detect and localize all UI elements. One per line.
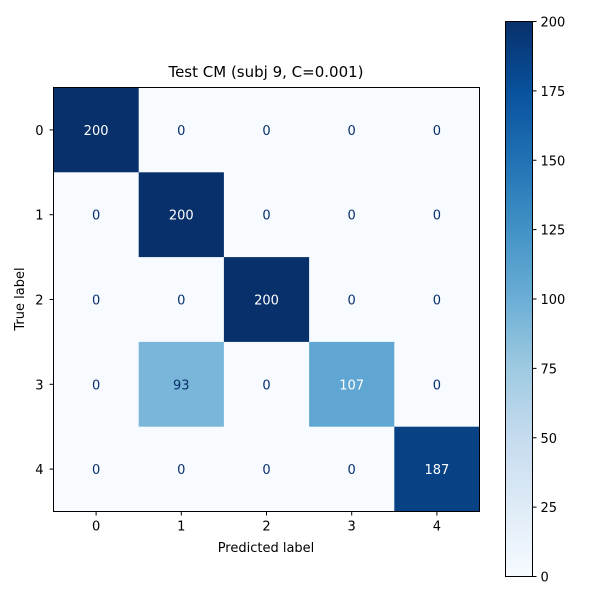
colorbar-tick-label: 150: [541, 154, 566, 169]
cell-value-label: 0: [262, 209, 270, 224]
heatmap-cell: [138, 172, 225, 258]
heatmap-cell: [223, 257, 310, 343]
cell-value-label: 0: [177, 124, 185, 139]
heatmap-cell: [223, 172, 310, 258]
cell-value-label: 0: [92, 294, 100, 309]
heatmap-cell: [223, 426, 310, 512]
heatmap-cell: [53, 87, 140, 173]
x-axis-label: Predicted label: [218, 541, 315, 556]
heatmap-cell: [309, 257, 395, 343]
cell-value-label: 0: [348, 209, 356, 224]
cell-value-label: 0: [177, 294, 185, 309]
cell-value-label: 0: [262, 378, 270, 393]
heatmap-cell: [53, 341, 140, 428]
colorbar: [505, 21, 533, 577]
colorbar-tick-label: 100: [541, 293, 566, 308]
y-axis-ticks: 0 1 2 3 4: [35, 124, 54, 478]
colorbar-tick-label: 200: [541, 16, 566, 31]
heatmap-cells: [53, 87, 480, 512]
cell-value-label: 200: [254, 294, 279, 309]
cell-value-label: 93: [173, 378, 190, 393]
chart-title: Test CM (subj 9, C=0.001): [167, 63, 363, 81]
heatmap-cell: [138, 426, 225, 512]
heatmap-cell: [394, 257, 480, 343]
colorbar-tick-label: 175: [541, 85, 566, 100]
heatmap-cell: [138, 341, 225, 428]
heatmap-cell: [309, 87, 395, 173]
cell-value-label: 0: [92, 463, 100, 478]
heatmap-cell: [53, 172, 140, 258]
x-tick-label: 0: [92, 520, 100, 535]
heatmap-cell: [394, 341, 480, 428]
cell-value-label: 0: [348, 124, 356, 139]
cell-value-label: 200: [169, 209, 194, 224]
x-axis-ticks: 0 1 2 3 4: [92, 511, 441, 535]
heatmap-cell: [309, 172, 395, 258]
y-tick-label: 0: [35, 124, 43, 139]
heatmap-cell-labels: 200 0 0 0 0 0 200 0 0 0 0 0 200 0 0 0 93 0 107 0 0 0 0 0 187: [84, 124, 450, 478]
cell-value-label: 0: [433, 294, 441, 309]
x-tick-label: 4: [433, 520, 441, 535]
heatmap-cell: [309, 426, 395, 512]
colorbar-ticks: 0 25 50 75 100 125 150 175 200: [532, 16, 566, 586]
cell-value-label: 200: [84, 124, 109, 139]
y-tick-label: 3: [35, 378, 43, 393]
colorbar-tick-label: 125: [541, 224, 566, 239]
y-tick-label: 1: [35, 209, 43, 224]
x-tick-label: 1: [177, 520, 185, 535]
cell-value-label: 0: [177, 463, 185, 478]
cell-value-label: 0: [433, 378, 441, 393]
cell-value-label: 0: [348, 463, 356, 478]
y-tick-label: 4: [35, 463, 43, 478]
heatmap-cell: [223, 87, 310, 173]
cell-value-label: 187: [424, 463, 449, 478]
heatmap-cell: [394, 172, 480, 258]
colorbar-tick-label: 75: [541, 362, 558, 377]
heatmap-cell: [394, 426, 480, 512]
colorbar-tick-label: 50: [541, 432, 558, 447]
heatmap-cell: [138, 257, 225, 343]
y-axis-label: True label: [13, 267, 28, 331]
heatmap-cell: [309, 341, 395, 428]
y-tick-label: 2: [35, 294, 43, 309]
x-tick-label: 2: [262, 520, 270, 535]
heatmap-cell: [223, 341, 310, 428]
cell-value-label: 0: [433, 209, 441, 224]
cell-value-label: 0: [92, 378, 100, 393]
cell-value-label: 0: [348, 294, 356, 309]
cell-value-label: 0: [92, 209, 100, 224]
heatmap-cell: [53, 257, 140, 343]
x-tick-label: 3: [348, 520, 356, 535]
colorbar-tick-label: 25: [541, 501, 558, 516]
cell-value-label: 0: [433, 124, 441, 139]
heatmap-cell: [138, 87, 225, 173]
cell-value-label: 0: [262, 124, 270, 139]
colorbar-tick-label: 0: [541, 571, 549, 586]
cell-value-label: 107: [339, 378, 364, 393]
heatmap-cell: [53, 426, 140, 512]
cell-value-label: 0: [262, 463, 270, 478]
heatmap-cell: [394, 87, 480, 173]
